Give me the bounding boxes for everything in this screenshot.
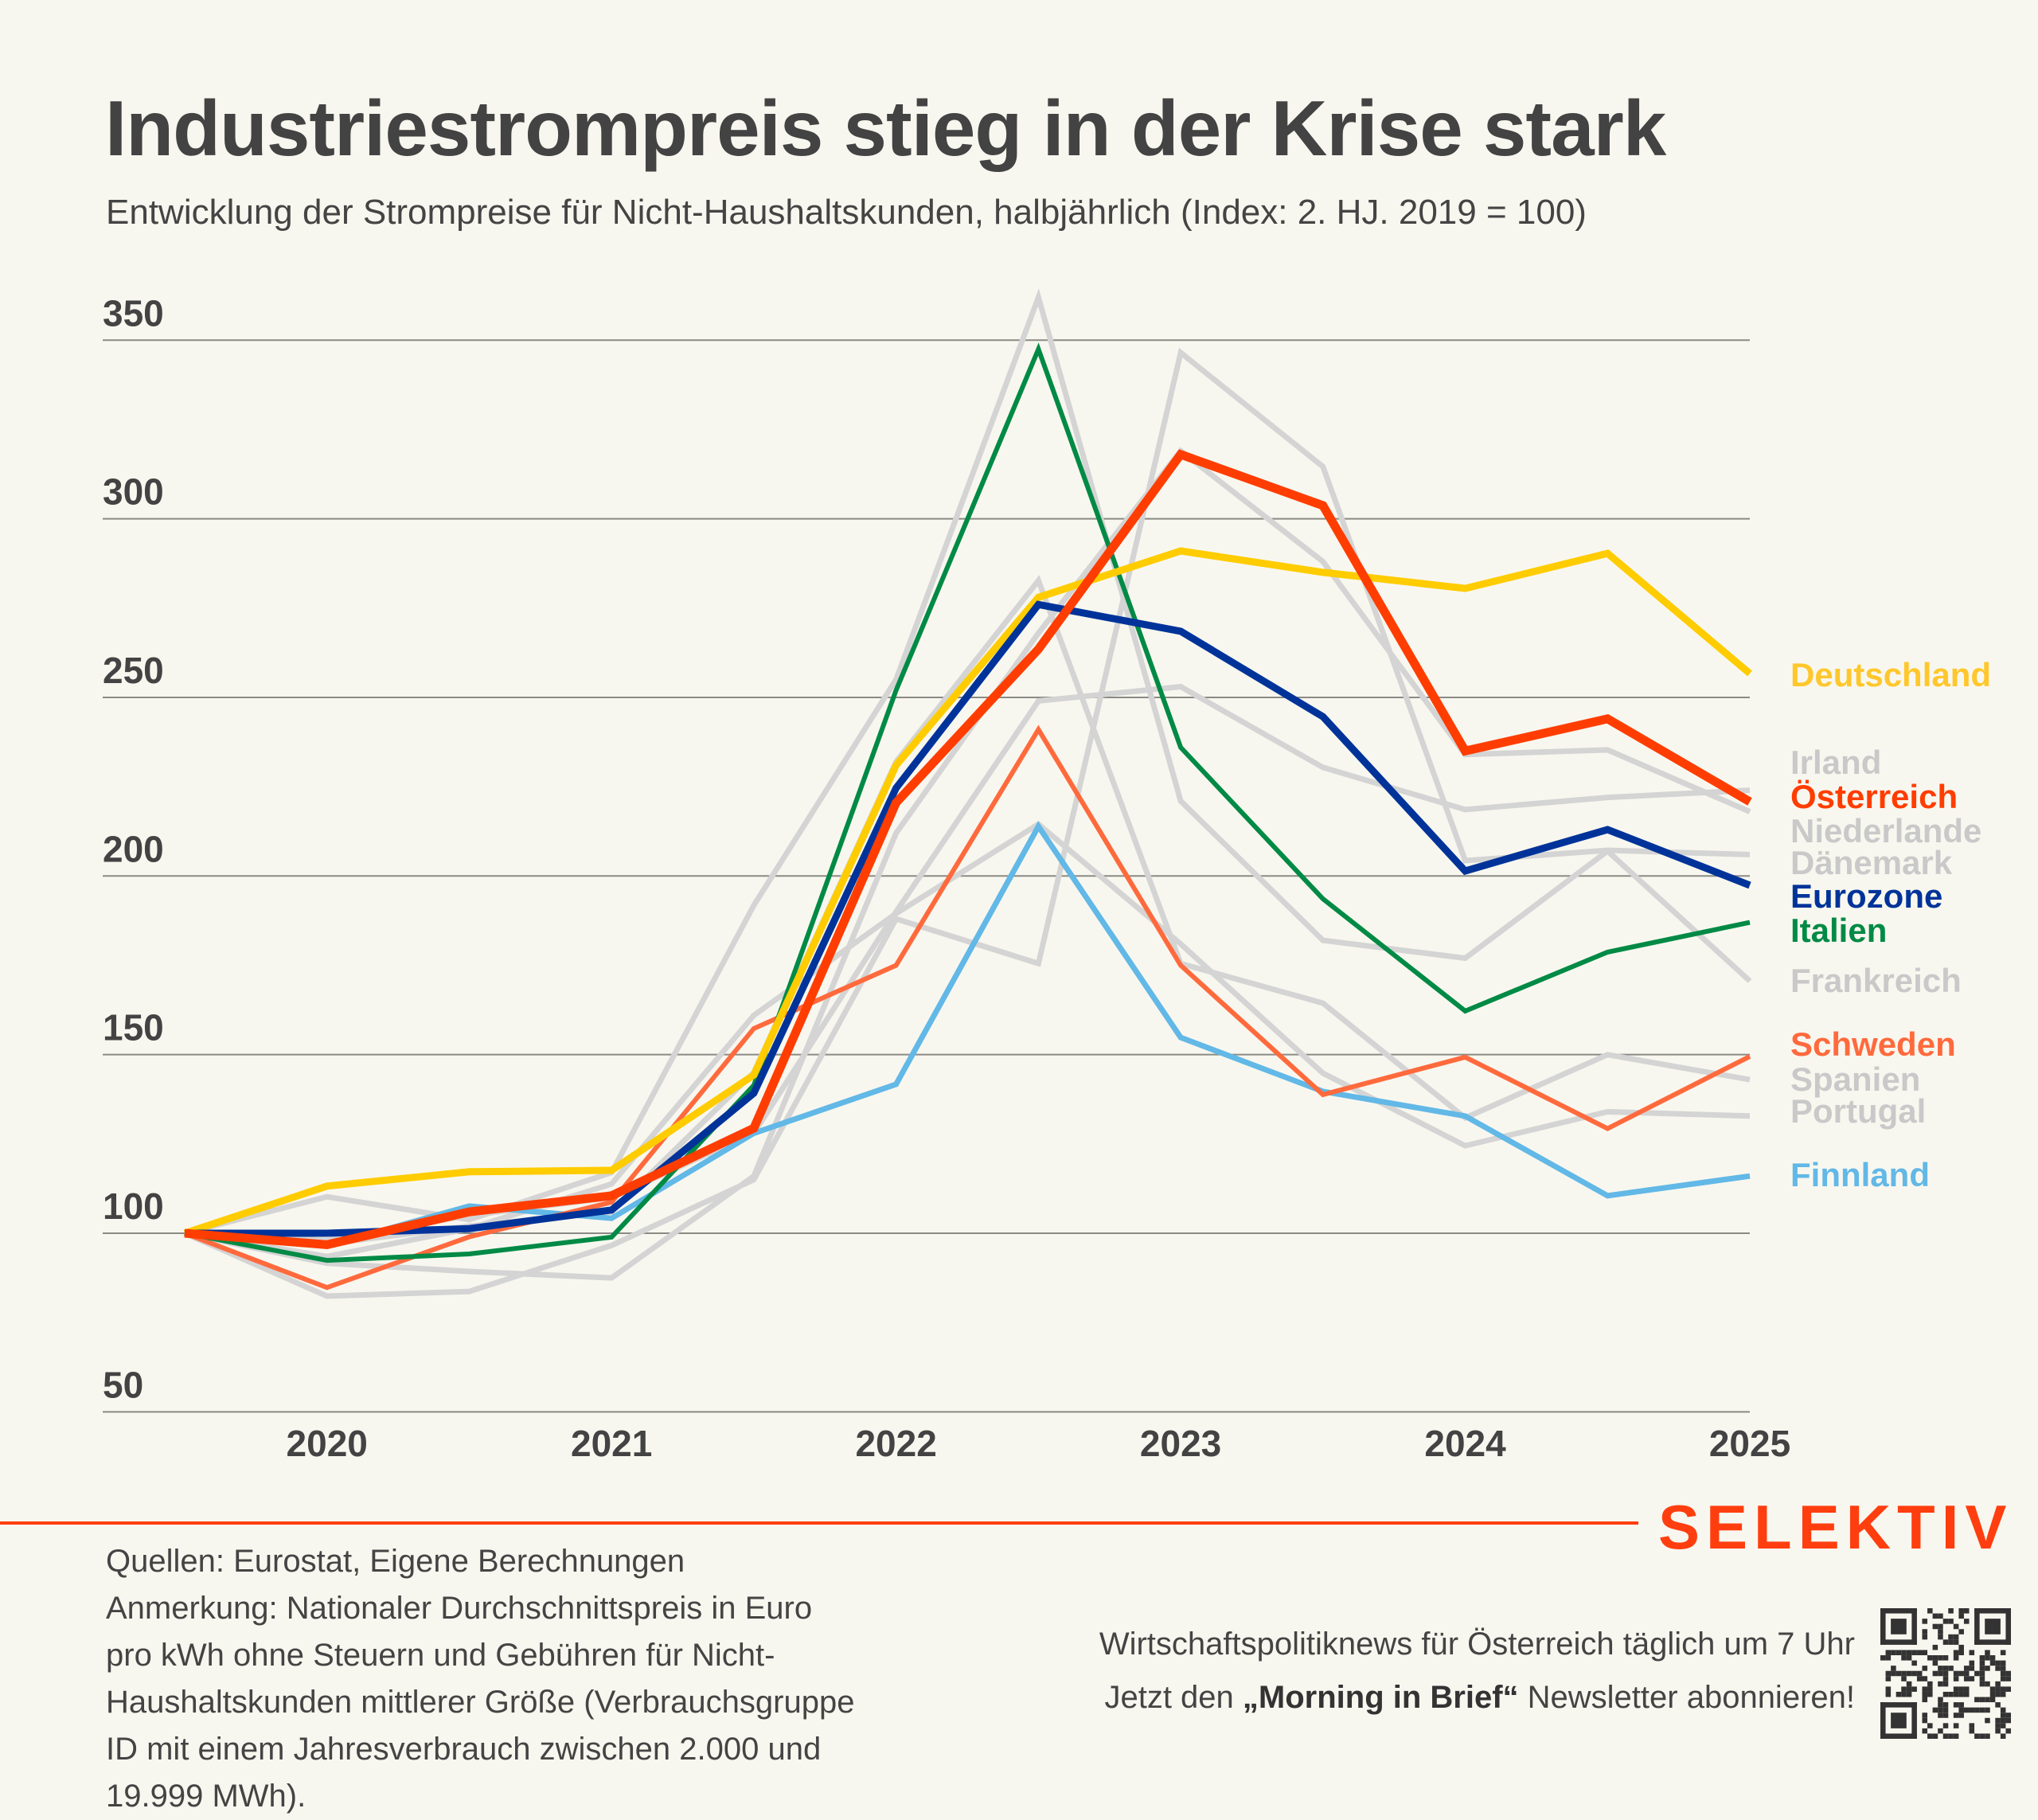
qr-code-icon[interactable] [1880, 1608, 2011, 1739]
series-line-österreich [184, 449, 1752, 1249]
gridlines [103, 339, 1750, 1413]
source-notes: Quellen: Eurostat, Eigene Berechnungen A… [106, 1538, 998, 1820]
series-line-niederlande [184, 447, 1751, 1281]
series-lines [183, 288, 1752, 1299]
end-label-dänemark: Dänemark [1790, 844, 1953, 881]
chart-subtitle: Entwicklung der Strompreise für Nicht-Ha… [106, 193, 1587, 232]
y-tick-label: 50 [103, 1364, 143, 1405]
brand-logo: SELEKTIV [1658, 1492, 2013, 1562]
end-label-irland: Irland [1790, 744, 1881, 781]
end-label-niederlande: Niederlande [1790, 812, 1981, 849]
y-tick-label: 300 [103, 471, 164, 513]
newsletter-promo-line1: Wirtschaftspolitiknews für Österreich tä… [1099, 1627, 1855, 1662]
series-line-eurozone [185, 600, 1751, 1237]
y-tick-label: 200 [103, 828, 164, 869]
y-tick-label: 250 [103, 650, 164, 691]
newsletter-promo-line2[interactable]: Jetzt den „Morning in Brief“ Newsletter … [1104, 1680, 1855, 1716]
note-line: pro kWh ohne Steuern und Gebühren für Ni… [106, 1638, 775, 1673]
note-line: Anmerkung: Nationaler Durchschnittspreis… [106, 1591, 813, 1626]
x-axis-ticks: 2020 2021 2022 2023 2024 2025 [287, 1423, 1791, 1464]
note-line: Quellen: Eurostat, Eigene Berechnungen [106, 1544, 685, 1579]
x-tick-label: 2020 [287, 1423, 368, 1464]
promo-suffix: Newsletter abonnieren! [1518, 1680, 1855, 1715]
series-line-dänemark [183, 347, 1751, 1299]
end-label-deutschland: Deutschland [1790, 656, 1991, 693]
footer-divider [0, 1521, 1638, 1525]
series-line-portugal [184, 820, 1751, 1260]
x-tick-label: 2025 [1709, 1423, 1790, 1464]
promo-prefix: Jetzt den [1104, 1680, 1243, 1715]
x-tick-label: 2024 [1424, 1423, 1506, 1464]
end-label-österreich: Österreich [1790, 778, 1958, 815]
chart-title: Industriestrompreis stieg in der Krise s… [105, 84, 1666, 172]
x-tick-label: 2021 [571, 1423, 652, 1464]
end-label-frankreich: Frankreich [1790, 962, 1962, 999]
series-end-labels: Deutschland IrlandÖsterreichNiederlandeDä… [1790, 656, 1991, 1193]
end-label-eurozone: Eurozone [1790, 877, 1942, 915]
series-line-deutschland [183, 547, 1752, 1237]
series-line-italien [184, 342, 1751, 1263]
note-line: ID mit einem Jahresverbrauch zwischen 2.… [106, 1732, 822, 1767]
y-tick-label: 100 [103, 1185, 164, 1227]
end-label-italien: Italien [1790, 912, 1887, 949]
end-label-portugal: Portugal [1790, 1092, 1926, 1130]
series-line-schweden [183, 724, 1751, 1291]
note-line: Haushaltskunden mittlerer Größe (Verbrau… [106, 1685, 855, 1720]
y-tick-label: 350 [103, 292, 164, 334]
x-tick-label: 2023 [1140, 1423, 1221, 1464]
end-label-schweden: Schweden [1790, 1025, 1956, 1063]
end-label-spanien: Spanien [1790, 1060, 1920, 1098]
x-tick-label: 2022 [855, 1423, 936, 1464]
end-label-finnland: Finnland [1790, 1156, 1930, 1193]
y-axis-ticks: 50 100 150 200 250 300 350 [103, 292, 164, 1405]
series-line-finnland [184, 821, 1751, 1249]
series-line-irland [184, 683, 1751, 1244]
y-tick-label: 150 [103, 1007, 164, 1049]
newsletter-name: „Morning in Brief“ [1242, 1680, 1519, 1715]
